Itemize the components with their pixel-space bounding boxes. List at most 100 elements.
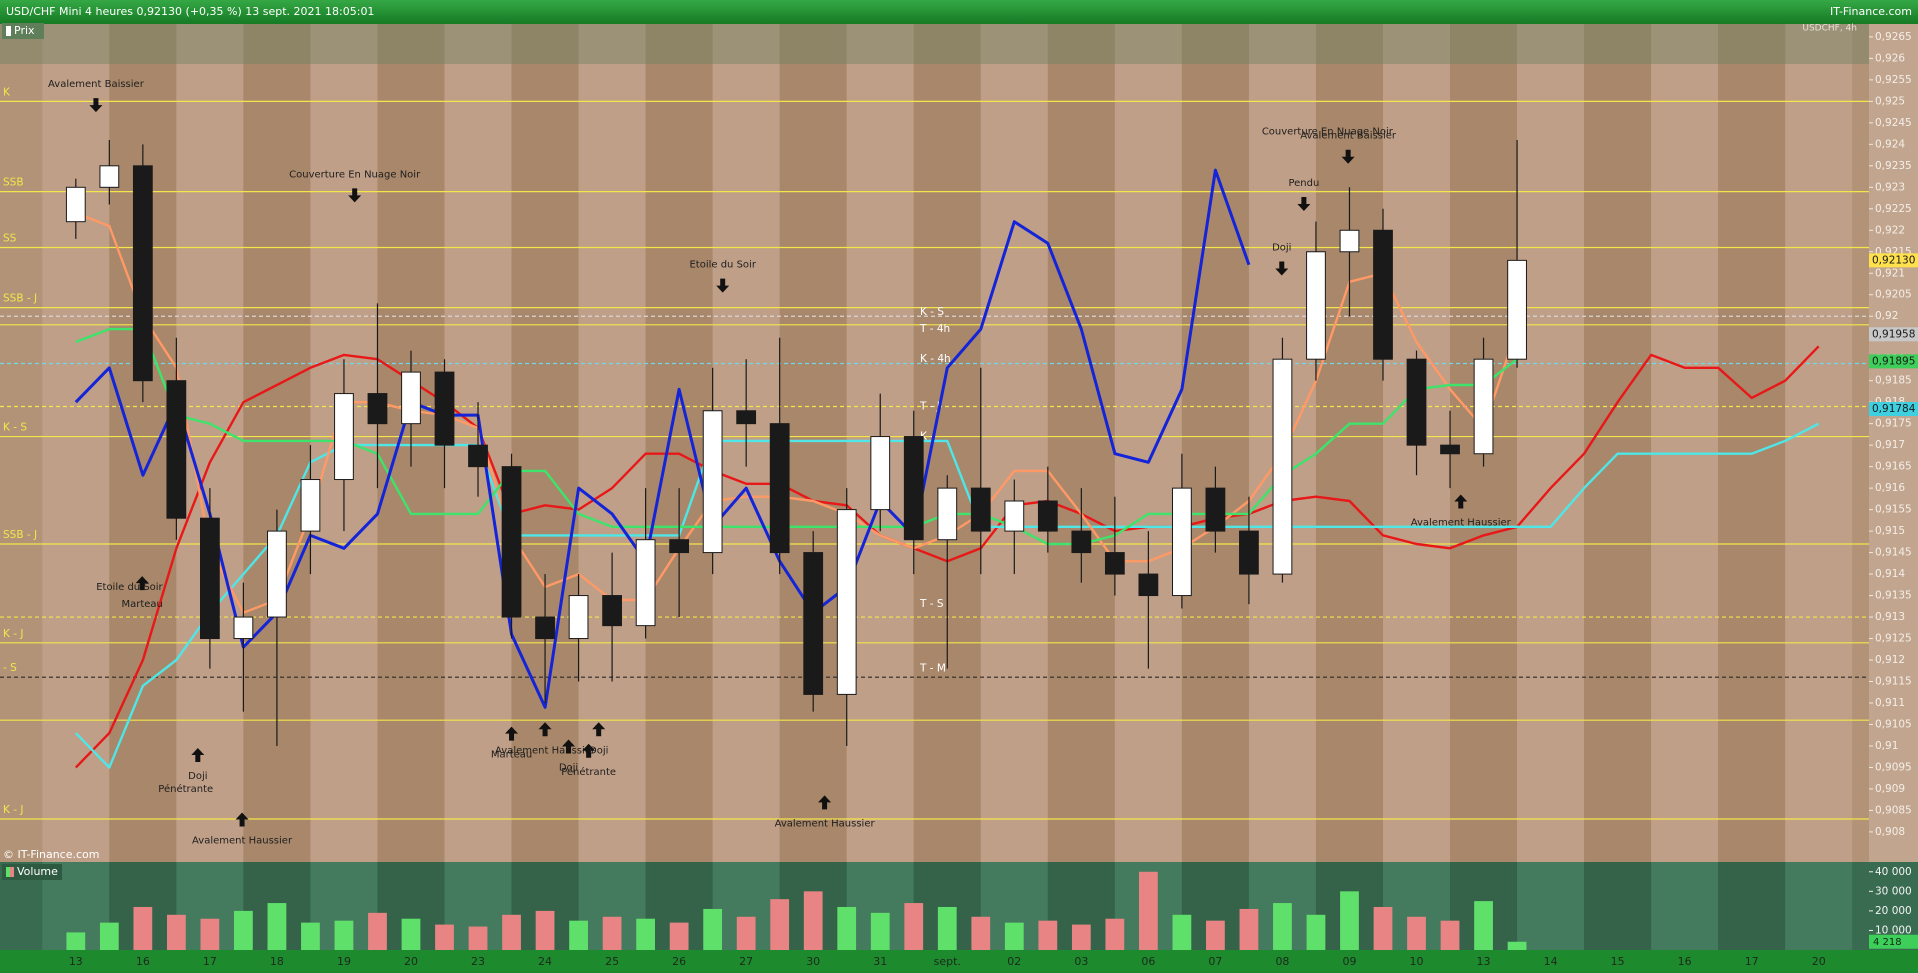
pattern-arrow	[348, 188, 362, 203]
candle-body	[1004, 500, 1025, 532]
candle-body	[1507, 259, 1527, 360]
volume-bar	[334, 920, 354, 950]
pattern-arrow	[1341, 149, 1355, 164]
candle-body	[300, 479, 321, 532]
pattern-label: Avalement Haussier	[192, 836, 293, 847]
chart-title: USD/CHF Mini 4 heures 0,92130 (+0,35 %) …	[6, 5, 374, 18]
candle-body	[870, 436, 891, 511]
pattern-label: Etoile du Soir	[96, 582, 163, 593]
y-tick-label: 0,9165	[1875, 461, 1912, 473]
candle-body	[200, 517, 220, 640]
candle-body	[1071, 530, 1092, 554]
x-tick-label: 07	[1208, 955, 1222, 968]
candle-body	[501, 466, 522, 618]
price-marker	[1869, 402, 1918, 417]
x-tick-label: 31	[873, 955, 887, 968]
volume-bar	[937, 906, 957, 950]
pattern-label: Marteau	[121, 599, 162, 610]
pattern-arrow	[818, 795, 832, 810]
y-tick-label: 0,9235	[1875, 160, 1912, 172]
pattern-arrow	[191, 748, 205, 763]
volume-bar	[1206, 920, 1225, 950]
x-tick-label: 10	[1410, 955, 1424, 968]
day-stripe	[578, 24, 646, 862]
candle-body	[1373, 229, 1393, 360]
volume-bar	[736, 916, 756, 950]
candle-body	[1037, 500, 1058, 532]
x-tick-label: 16	[136, 955, 150, 968]
volume-bar	[870, 912, 890, 950]
day-stripe	[42, 24, 110, 862]
volume-bar	[703, 908, 723, 950]
volume-stripe	[1517, 862, 1585, 950]
day-stripe	[1047, 24, 1115, 862]
x-tick-label: 23	[471, 955, 485, 968]
level-tag: K - S	[920, 306, 944, 318]
day-stripe	[1785, 24, 1853, 862]
volume-bar	[1507, 941, 1527, 950]
day-stripe	[1114, 24, 1182, 862]
level-tag: T - J	[919, 400, 940, 412]
y-tick-label: 0,921	[1875, 267, 1905, 279]
pattern-label: Marteau	[491, 750, 532, 761]
day-stripe	[1181, 24, 1249, 862]
candle-body	[1473, 358, 1494, 455]
title-bar	[0, 0, 1918, 24]
pattern-label: Avalement Baissier	[48, 79, 145, 90]
x-tick-label: 20	[404, 955, 418, 968]
candle-body	[1205, 487, 1226, 532]
candle-body	[65, 186, 86, 223]
price-panel-label: Prix	[14, 24, 35, 37]
y-tick-label: 0,917	[1875, 439, 1905, 451]
indicator-line	[74, 168, 1251, 709]
price-axis	[1869, 24, 1918, 862]
pattern-arrow	[135, 576, 149, 591]
volume-stripe	[1785, 862, 1853, 950]
volume-bar	[1105, 918, 1125, 950]
x-tick-label: 06	[1141, 955, 1155, 968]
candle-body	[836, 509, 857, 695]
volume-tick-label: 40 000	[1875, 866, 1912, 878]
y-tick-label: 0,9265	[1875, 31, 1912, 43]
x-tick-label: 03	[1074, 955, 1088, 968]
volume-stripe	[1651, 862, 1719, 950]
y-tick-label: 0,909	[1875, 783, 1905, 795]
pattern-label: Doji	[1272, 242, 1291, 253]
y-tick-label: 0,926	[1875, 52, 1905, 64]
day-stripe	[1584, 24, 1652, 862]
candle-body	[434, 371, 455, 446]
candle-body	[635, 539, 656, 627]
price-marker-label: 0,91895	[1872, 355, 1915, 367]
y-tick-label: 0,92	[1875, 310, 1898, 322]
volume-bar	[435, 924, 454, 950]
volume-bar	[1474, 901, 1493, 950]
y-tick-label: 0,9155	[1875, 504, 1912, 516]
candle-body	[1306, 251, 1326, 360]
pattern-label: Doji	[589, 745, 608, 756]
pattern-label: Avalement Baissier	[1300, 131, 1397, 142]
candle-body	[736, 410, 757, 425]
level-tag: T - S	[919, 598, 944, 610]
price-panel-tag	[2, 23, 44, 39]
volume-bar	[267, 903, 287, 950]
x-tick-label: 13	[1477, 955, 1491, 968]
volume-bar	[1239, 908, 1259, 950]
volume-bar	[803, 891, 823, 950]
y-tick-label: 0,9105	[1875, 718, 1912, 730]
candle-body	[132, 165, 153, 382]
candle-body	[937, 487, 958, 541]
symbol-label: USDCHF, 4h	[1802, 24, 1857, 34]
candle-body	[1138, 573, 1159, 597]
volume-bar	[502, 914, 521, 950]
pattern-arrow	[562, 739, 576, 754]
x-tick-label: 27	[739, 955, 753, 968]
level-label: SSB	[3, 177, 24, 189]
level-tag: T - 4h	[919, 323, 950, 335]
background-layer	[42, 24, 1853, 950]
y-tick-label: 0,913	[1875, 611, 1905, 623]
day-stripe	[1651, 24, 1719, 862]
price-marker-label: 0,91784	[1872, 403, 1916, 415]
level-label: SSB - J	[3, 529, 37, 541]
